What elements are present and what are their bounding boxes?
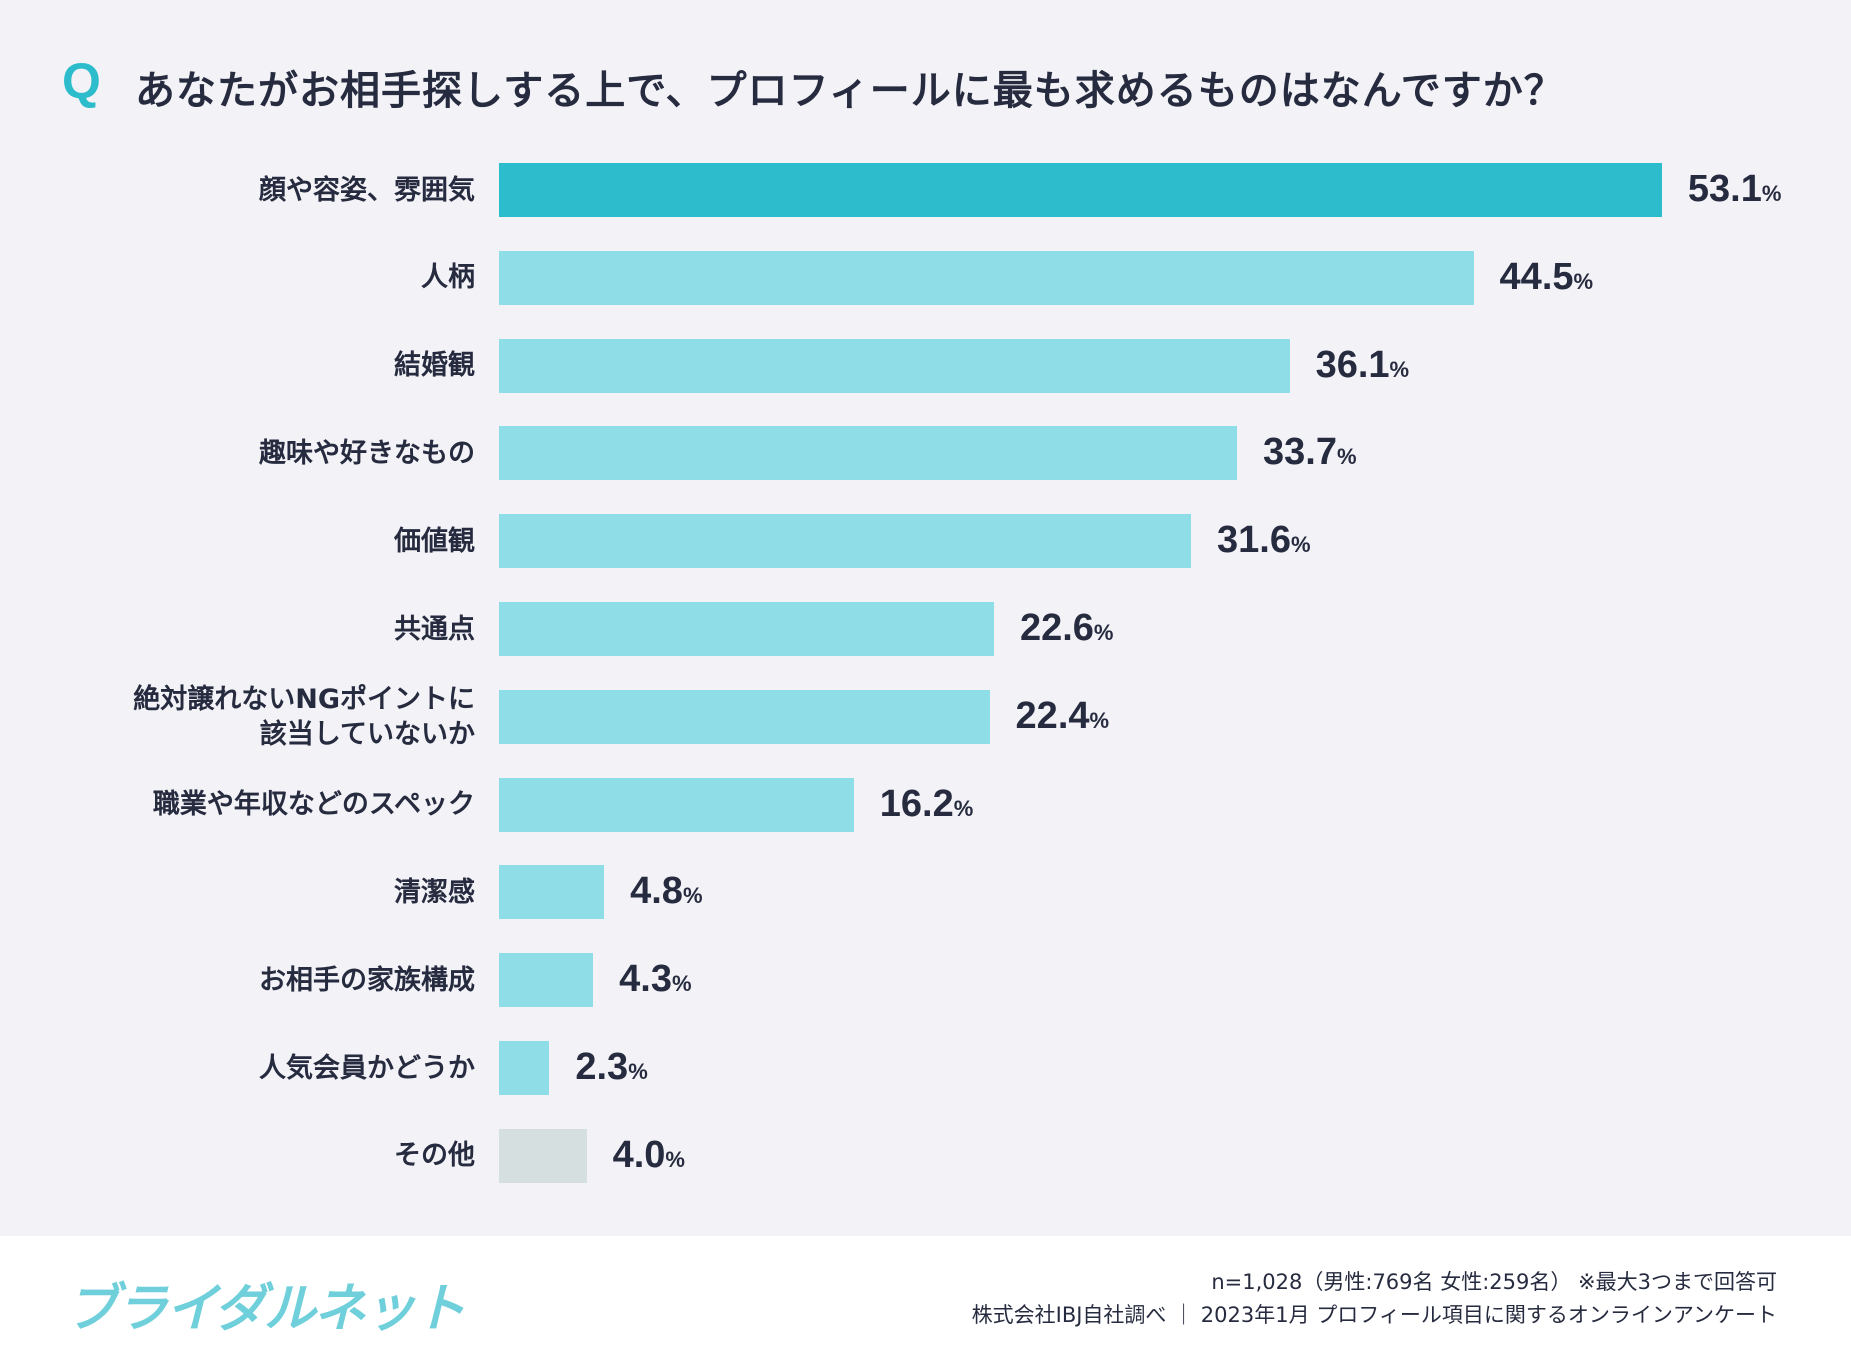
- value-number: 4.3: [619, 958, 672, 1001]
- bar: [499, 163, 1662, 217]
- value-unit: %: [682, 883, 703, 909]
- category-label: 絶対譲れないNGポイントに 該当していないか: [133, 683, 475, 750]
- value-number: 33.7: [1263, 431, 1337, 474]
- bar: [499, 602, 994, 656]
- value-label: 44.5%: [1500, 256, 1594, 299]
- value-unit: %: [1336, 444, 1357, 470]
- value-number: 31.6: [1217, 519, 1291, 562]
- question-icon: Q: [62, 53, 101, 109]
- category-label: 共通点: [394, 613, 475, 645]
- value-unit: %: [628, 1059, 648, 1084]
- value-label: 22.6%: [1020, 607, 1114, 650]
- category-label: 職業や年収などのスペック: [152, 789, 475, 821]
- value-number: 4.0: [612, 1133, 666, 1176]
- category-label: 清潔感: [394, 876, 475, 908]
- category-label: 人柄: [421, 262, 475, 294]
- value-unit: %: [1089, 707, 1110, 733]
- bar: [499, 250, 1474, 305]
- value-label: 22.4%: [1016, 695, 1110, 738]
- brand-logo: ブライダルネット: [66, 1279, 466, 1339]
- category-label: その他: [394, 1140, 475, 1172]
- value-unit: %: [665, 1146, 685, 1172]
- category-label: お相手の家族構成: [259, 964, 475, 996]
- bar: [499, 953, 594, 1008]
- category-label: 価値観: [394, 525, 475, 557]
- value-number: 4.8: [630, 870, 683, 913]
- value-unit: %: [1573, 268, 1594, 294]
- value-unit: %: [671, 971, 692, 997]
- value-number: 36.1: [1315, 343, 1390, 386]
- value-unit: %: [1389, 356, 1410, 382]
- bar-chart: 顔や容姿、雰囲気 53.1% 人柄 44.5% 結婚観 36.1% 趣味や好きなもの 33.7…: [133, 163, 1782, 1183]
- value-unit: %: [1093, 620, 1114, 645]
- bar: [499, 865, 605, 920]
- value-label: 4.0%: [613, 1134, 685, 1177]
- footer: ブライダルネット n=1,028（男性:769名 女性:259名） ※最大3つま…: [0, 1236, 1851, 1350]
- bar: [499, 514, 1192, 569]
- value-number: 53.1: [1687, 168, 1762, 210]
- category-label: 顔や容姿、雰囲気: [259, 174, 475, 206]
- category-label: 結婚観: [394, 350, 475, 382]
- bar: [499, 777, 854, 832]
- bar: [499, 338, 1290, 393]
- value-label: 4.3%: [619, 958, 691, 1001]
- bar: [499, 1128, 587, 1183]
- value-label: 53.1%: [1688, 168, 1782, 211]
- bar: [499, 1041, 550, 1095]
- page-title: あなたがお相手探しする上で、プロフィールに最も求めるものはなんですか？: [135, 68, 1565, 114]
- value-number: 22.6: [1019, 607, 1094, 649]
- value-label: 31.6%: [1217, 519, 1311, 562]
- value-label: 2.3%: [575, 1046, 647, 1089]
- category-label: 人気会員かどうか: [259, 1052, 475, 1084]
- value-unit: %: [953, 795, 974, 821]
- value-label: 36.1%: [1316, 344, 1410, 387]
- value-label: 4.8%: [630, 870, 702, 913]
- value-number: 44.5: [1499, 255, 1574, 298]
- value-unit: %: [1761, 181, 1782, 206]
- source-note: 株式会社IBJ自社調べ ｜ 2023年1月 プロフィール項目に関するオンラインア…: [971, 1303, 1777, 1327]
- bar: [499, 426, 1238, 481]
- sample-note: n=1,028（男性:769名 女性:259名） ※最大3つまで回答可: [1211, 1270, 1777, 1294]
- category-label: 趣味や好きなもの: [259, 437, 475, 469]
- value-number: 22.4: [1015, 694, 1090, 737]
- value-label: 16.2%: [880, 783, 974, 826]
- bar: [499, 689, 990, 744]
- value-unit: %: [1291, 532, 1311, 558]
- value-number: 2.3: [575, 1046, 629, 1088]
- value-number: 16.2: [879, 782, 954, 825]
- value-label: 33.7%: [1263, 431, 1357, 474]
